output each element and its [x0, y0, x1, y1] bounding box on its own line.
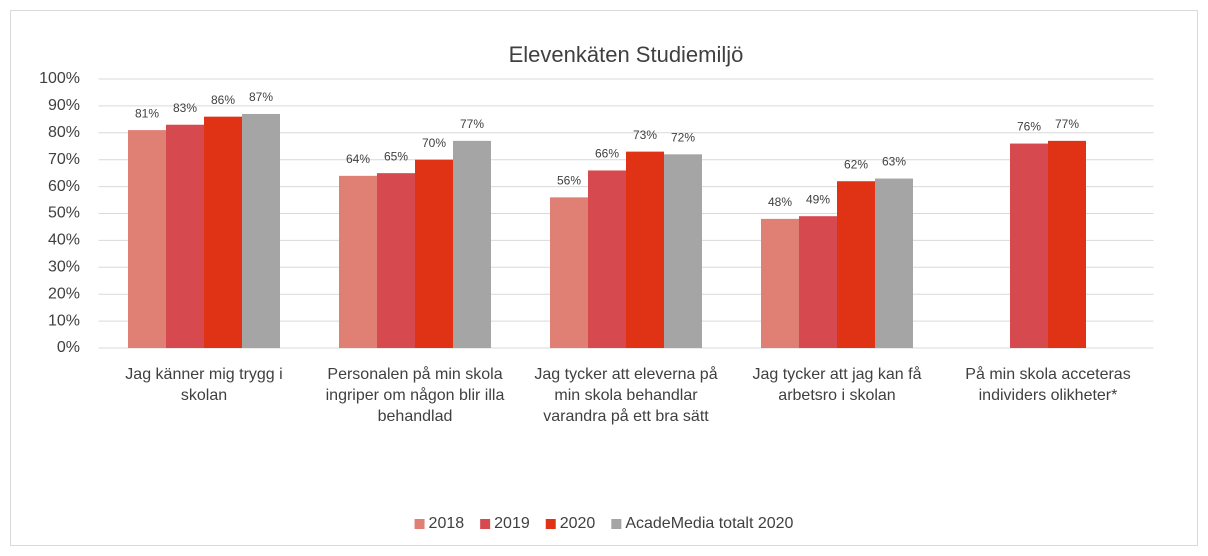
y-tick-label: 10% — [48, 312, 80, 329]
bar — [415, 159, 453, 348]
y-tick-label: 70% — [48, 151, 80, 168]
data-label: 62% — [844, 157, 868, 171]
y-tick-label: 100% — [39, 70, 80, 87]
data-label: 83% — [173, 101, 197, 115]
data-label: 76% — [1017, 120, 1041, 134]
data-label: 63% — [882, 155, 906, 169]
bar — [626, 151, 664, 348]
x-tick-label: Personalen på min skola ingriper om någo… — [325, 366, 505, 425]
bar — [1048, 140, 1086, 348]
bar — [588, 170, 626, 348]
data-label: 73% — [633, 128, 657, 142]
legend-label: AcadeMedia totalt 2020 — [625, 515, 793, 532]
bar — [204, 116, 242, 348]
bar — [875, 178, 913, 348]
bar — [550, 197, 588, 348]
legend-swatch — [414, 519, 425, 529]
bar — [377, 173, 415, 348]
bar — [1010, 143, 1048, 348]
data-label: 87% — [249, 90, 273, 104]
data-label: 72% — [671, 130, 695, 144]
y-tick-label: 80% — [48, 124, 80, 141]
y-tick-label: 20% — [48, 285, 80, 302]
bar — [242, 113, 280, 348]
y-tick-label: 0% — [57, 339, 80, 356]
legend-label: 2018 — [429, 515, 465, 532]
y-tick-label: 60% — [48, 178, 80, 195]
x-tick-label: Jag tycker att eleverna på min skola beh… — [534, 366, 718, 425]
x-tick-label: Jag tycker att jag kan få arbetsro i sko… — [752, 366, 922, 404]
data-label: 56% — [557, 174, 581, 188]
data-label: 66% — [595, 147, 619, 161]
legend-swatch — [611, 519, 622, 529]
y-tick-label: 90% — [48, 97, 80, 114]
bar — [166, 124, 204, 348]
data-label: 86% — [211, 93, 235, 107]
y-tick-label: 50% — [48, 205, 80, 222]
chart-title: Elevenkäten Studiemiljö — [509, 42, 744, 67]
data-label: 77% — [460, 117, 484, 131]
bar — [799, 216, 837, 348]
legend-label: 2019 — [494, 515, 530, 532]
bar — [453, 140, 491, 348]
data-label: 77% — [1055, 117, 1079, 131]
bar — [128, 130, 166, 348]
bar — [837, 181, 875, 348]
y-tick-label: 40% — [48, 232, 80, 249]
data-label: 64% — [346, 152, 370, 166]
data-label: 65% — [384, 149, 408, 163]
bar — [339, 175, 377, 348]
x-tick-label: På min skola acceteras individers olikhe… — [965, 366, 1131, 404]
data-label: 70% — [422, 136, 446, 150]
legend-label: 2020 — [560, 515, 596, 532]
bar — [664, 154, 702, 348]
legend-swatch — [545, 519, 556, 529]
data-label: 49% — [806, 192, 830, 206]
x-tick-label: Jag känner mig trygg i skolan — [125, 366, 283, 404]
legend-swatch — [480, 519, 491, 529]
bar — [761, 218, 799, 348]
data-label: 48% — [768, 195, 792, 209]
y-tick-label: 30% — [48, 259, 80, 276]
data-label: 81% — [135, 106, 159, 120]
